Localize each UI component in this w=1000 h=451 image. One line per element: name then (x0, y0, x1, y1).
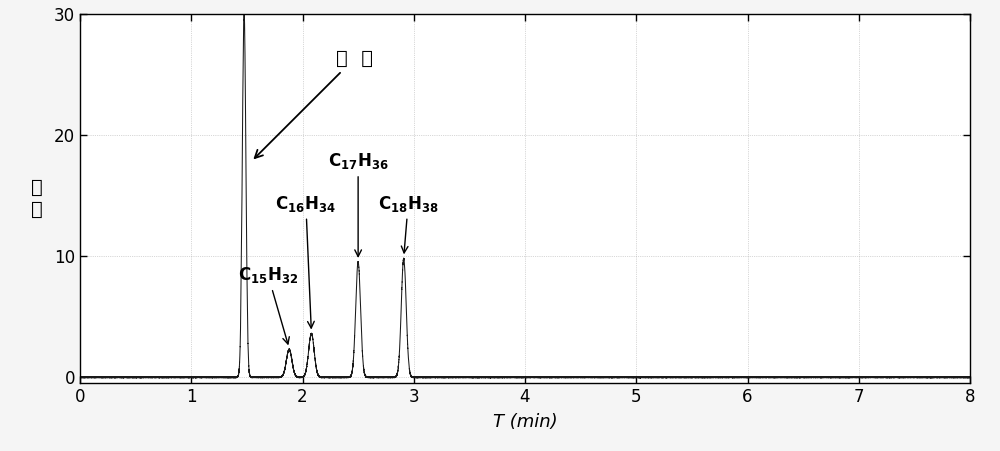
Y-axis label: 强
度: 强 度 (31, 178, 43, 219)
Text: 溶  剂: 溶 剂 (255, 49, 373, 158)
Text: $\mathbf{C_{15}H_{32}}$: $\mathbf{C_{15}H_{32}}$ (238, 265, 298, 344)
Text: $\mathbf{C_{16}H_{34}}$: $\mathbf{C_{16}H_{34}}$ (275, 193, 336, 328)
X-axis label: T (min): T (min) (493, 413, 557, 431)
Text: $\mathbf{C_{18}H_{38}}$: $\mathbf{C_{18}H_{38}}$ (378, 193, 439, 253)
Text: $\mathbf{C_{17}H_{36}}$: $\mathbf{C_{17}H_{36}}$ (328, 151, 389, 257)
